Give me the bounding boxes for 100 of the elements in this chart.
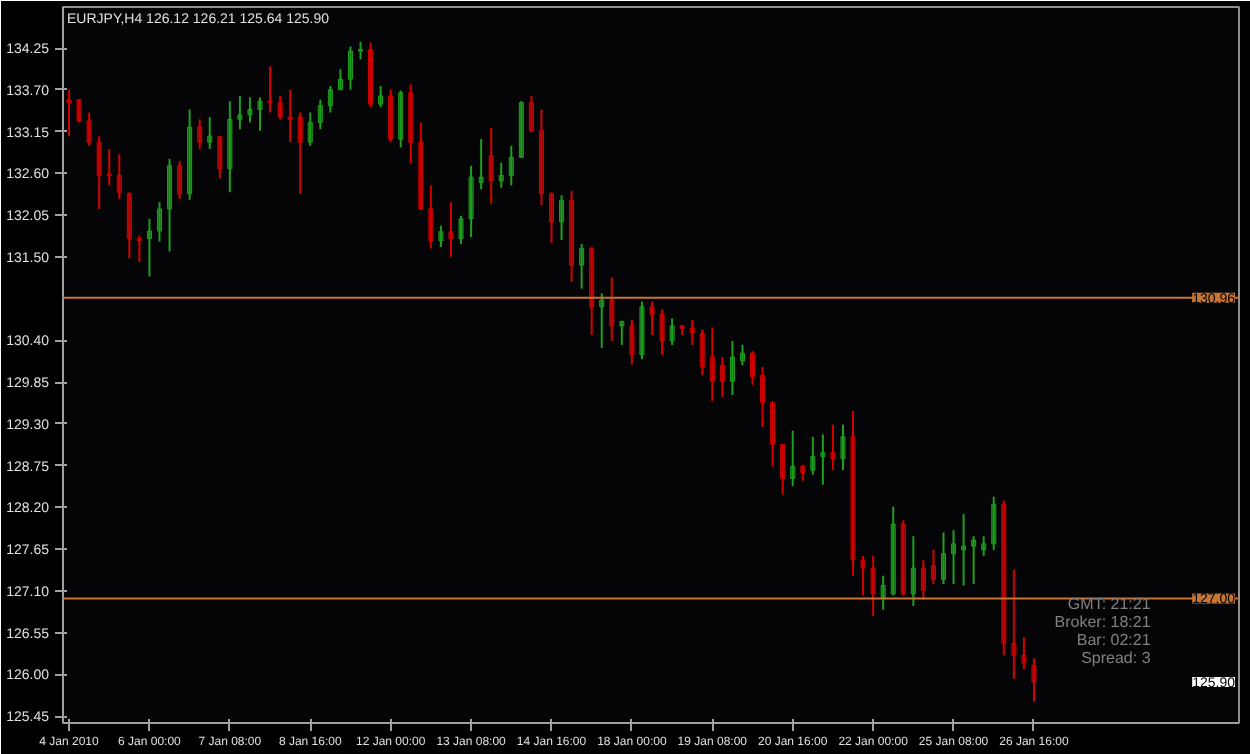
candlestick [86,111,92,147]
candlestick [699,328,705,377]
candlestick [548,191,554,245]
candlestick [850,409,856,577]
candlestick [337,68,343,91]
candlestick [398,89,404,149]
candlestick [207,116,213,150]
candlestick [860,554,866,597]
candlestick [237,94,243,131]
candlestick [659,308,665,356]
candlestick [609,276,615,343]
candlestick [438,224,444,248]
candlestick [981,535,987,557]
candlestick [418,121,424,211]
candlestick [538,108,544,207]
candlestick [880,574,886,611]
candlestick [719,356,725,399]
candlestick [1021,636,1027,671]
candlestick [579,242,585,290]
candlestick [1011,568,1017,680]
candlestick [428,184,434,250]
candlestick [227,100,233,194]
candlestick [991,495,997,551]
candlestick [347,45,353,91]
candlestick [961,513,967,587]
text: Spread: 3 [1081,649,1152,667]
candlestick [910,535,916,608]
candlestick [448,201,454,258]
candlestick [951,529,957,586]
candlestick [528,94,534,134]
candlestick [870,554,876,617]
candlestick [167,157,173,253]
candlestick [689,318,695,346]
candlestick [458,214,464,245]
candlestick [277,94,283,121]
candlestick [378,84,384,109]
candlestick [267,65,273,114]
candlestick [96,135,102,210]
candlestick [317,98,323,131]
text: Bar: 02:21 [1076,631,1152,649]
candlestick [388,88,394,144]
candlestick [750,349,756,387]
candlestick [619,320,625,346]
candlestick [177,160,183,201]
candlestick [679,324,685,337]
candlestick [478,138,484,191]
candlestick [327,84,333,114]
candlestick [126,191,132,260]
text: Broker: 18:21 [1054,613,1152,631]
candlestick [780,443,786,496]
candlestick [920,558,926,601]
candlestick [307,111,313,147]
candlestick [368,41,374,109]
candlestick [66,88,72,138]
candlestick [639,300,645,361]
candlestick [146,217,152,278]
candlestick [1001,499,1007,657]
candlestick [569,189,575,283]
candlestick [900,519,906,597]
candlestick [739,343,745,367]
candlestick [649,300,655,337]
candlestick [589,245,595,337]
candlestick [287,88,293,144]
candlestick [629,318,635,366]
candlestick [729,340,735,396]
candlestick [408,83,414,165]
candlestick [669,317,675,346]
candlestick [498,161,504,189]
candlestick [709,326,715,403]
candlestick [559,194,565,242]
candlestick [971,535,977,586]
candlestick [297,111,303,195]
candlestick [106,147,112,187]
candlestick [930,548,936,586]
candlestick [508,144,514,187]
candlestick [76,98,82,124]
candlestick [599,292,605,349]
candlestick [217,135,223,180]
candlestick [820,433,826,486]
candlestick [488,126,494,205]
candlestick [257,96,263,132]
candlestick [156,201,162,243]
candlestick [468,164,474,239]
text: GMT: 21:21 [1067,595,1152,613]
candlestick [770,400,776,468]
candlestick [136,234,142,264]
candlestick [247,96,253,124]
candlestick [1031,657,1037,703]
candlestick [116,153,122,201]
candlestick [790,429,796,488]
candlestick [840,423,846,472]
candlestick [358,40,364,61]
candlestick [197,118,203,150]
candlestick [810,435,816,476]
candlestick [518,100,524,159]
candlestick [890,505,896,597]
candlestick [760,365,766,428]
candlestick [800,463,806,482]
candlestick [940,531,946,586]
candlestick [187,108,193,201]
